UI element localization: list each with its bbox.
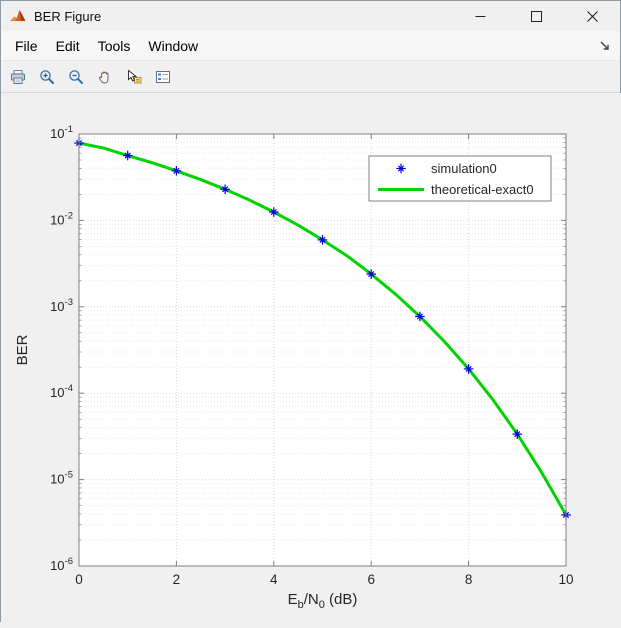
zoom-out-button[interactable] [64, 65, 88, 89]
asterisk-marker [415, 311, 425, 322]
menu-file[interactable]: File [15, 37, 38, 54]
y-axis-label: BER [14, 334, 31, 365]
pan-button[interactable] [93, 65, 117, 89]
asterisk-marker [512, 429, 523, 439]
print-icon [11, 69, 25, 84]
x-tick-label: 4 [270, 572, 278, 587]
dock-figure-button[interactable] [597, 38, 613, 54]
legend-label: theoretical-exact0 [431, 182, 534, 197]
menu-tools[interactable]: Tools [97, 37, 131, 54]
legend-label: simulation0 [431, 161, 497, 176]
asterisk-marker [220, 184, 230, 195]
ber-chart: 0 2 4 6 8 10 10-1 10-2 10-3 10-4 10-5 10-6 Eb/N0 (dB… [14, 124, 574, 611]
minimize-icon [475, 15, 485, 17]
insert-legend-button[interactable] [151, 65, 175, 89]
legend-box[interactable] [368, 155, 552, 202]
x-tick-label: 8 [465, 572, 473, 587]
zoom-in-button[interactable] [35, 65, 59, 89]
close-icon [586, 10, 598, 22]
x-tick-label: 10 [558, 572, 573, 587]
asterisk-marker [171, 166, 182, 176]
x-tick-label: 6 [367, 572, 375, 587]
asterisk-marker [463, 364, 474, 374]
window-title: BER Figure [34, 8, 102, 24]
y-tick-label: 10-3 [50, 297, 73, 314]
axes-box [78, 133, 567, 567]
y-tick-label: 10-6 [50, 556, 73, 573]
menu-bar: File Edit Tools Window [1, 31, 620, 61]
asterisk-marker [396, 163, 406, 174]
maximize-button[interactable] [508, 1, 564, 31]
menu-edit[interactable]: Edit [55, 37, 80, 54]
matlab-logo-icon [10, 10, 26, 21]
insert-legend-icon [156, 70, 170, 83]
zoom-out-icon [69, 69, 84, 84]
menu-window[interactable]: Window [148, 37, 199, 54]
data-cursor-icon [128, 69, 142, 83]
y-tick-label: 10-5 [50, 470, 73, 487]
plot-background [79, 134, 566, 566]
maximize-icon [530, 10, 542, 22]
x-tick-label: 2 [173, 572, 181, 587]
pan-hand-icon [99, 71, 109, 83]
x-axis-label: Eb/N0 (dB) [288, 591, 358, 611]
figure-toolbar [1, 61, 620, 93]
print-button[interactable] [6, 65, 30, 89]
asterisk-marker [269, 207, 279, 217]
zoom-in-icon [40, 69, 55, 84]
dock-arrow-icon [600, 41, 609, 50]
legend[interactable]: simulation0 theoretical-exact0 [368, 155, 552, 202]
minimize-button[interactable] [452, 1, 508, 31]
close-button[interactable] [564, 1, 620, 31]
y-tick-label: 10-1 [50, 124, 73, 141]
y-tick-label: 10-2 [50, 210, 73, 227]
data-cursor-button[interactable] [122, 65, 146, 89]
asterisk-marker [317, 235, 328, 245]
x-tick-label: 0 [75, 572, 83, 587]
y-tick-label: 10-4 [50, 383, 73, 400]
asterisk-marker [122, 150, 133, 161]
title-bar[interactable]: BER Figure [1, 1, 620, 31]
asterisk-marker [366, 269, 376, 279]
figure-canvas: 0 2 4 6 8 10 10-1 10-2 10-3 10-4 10-5 10-6 Eb/N0 (dB… [1, 93, 621, 623]
window-controls [452, 1, 620, 31]
